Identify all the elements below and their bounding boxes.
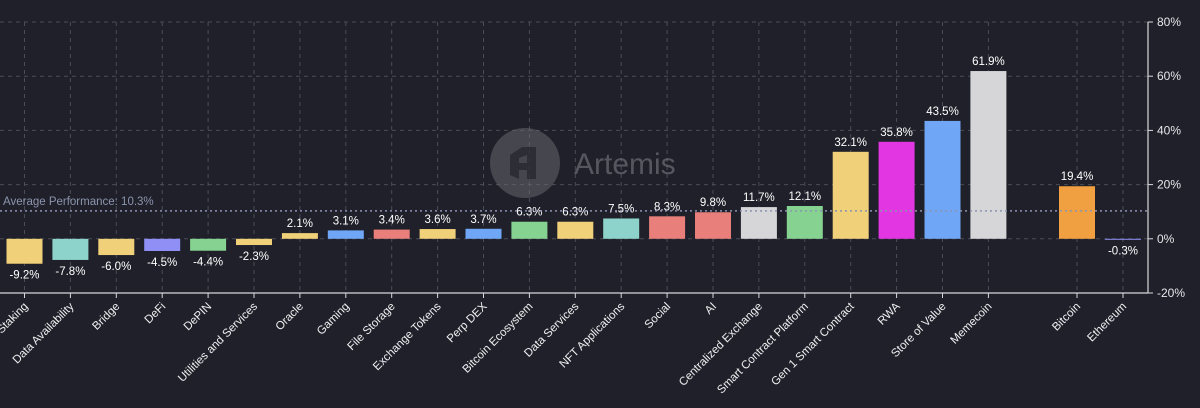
x-tick-label: Smart Contract Platform bbox=[715, 301, 811, 397]
data-label: -2.3% bbox=[239, 251, 269, 263]
bar bbox=[878, 141, 915, 239]
data-label: 19.4% bbox=[1061, 171, 1094, 183]
bar bbox=[98, 238, 135, 256]
data-label: -7.8% bbox=[55, 266, 85, 278]
data-label: 12.1% bbox=[788, 191, 821, 203]
data-label: -4.5% bbox=[147, 257, 177, 269]
data-label: 6.3% bbox=[562, 207, 588, 219]
bar bbox=[465, 228, 502, 239]
artemis-watermark: Artemis bbox=[490, 128, 676, 198]
x-tick-label: Gen 1 Smart Contract bbox=[769, 300, 857, 388]
data-label: -4.4% bbox=[193, 257, 223, 269]
x-tick-label: Gaming bbox=[315, 301, 352, 338]
data-label: 9.8% bbox=[700, 197, 726, 209]
x-tick-label: Utilities and Services bbox=[176, 300, 260, 384]
axes-layer: 80% 60% 40% 20% 0% -20% bbox=[0, 15, 1185, 300]
bar bbox=[924, 120, 961, 239]
bar bbox=[740, 207, 777, 239]
bar bbox=[1105, 238, 1141, 240]
x-tick-label: Perp DEX bbox=[445, 300, 490, 345]
average-performance-label: Average Performance: 10.3% bbox=[3, 196, 154, 208]
bar bbox=[649, 216, 686, 239]
bar bbox=[603, 218, 640, 239]
y-tick-label: 80% bbox=[1157, 15, 1181, 29]
bar bbox=[695, 212, 731, 239]
y-tick-label: -20% bbox=[1157, 286, 1185, 300]
bar bbox=[236, 238, 272, 246]
x-tick-label: AI bbox=[703, 301, 719, 317]
bar bbox=[511, 221, 548, 239]
x-tick-label: Staking bbox=[0, 301, 31, 337]
data-label: 6.3% bbox=[516, 207, 542, 219]
y-tick-label: 60% bbox=[1157, 69, 1181, 83]
bar bbox=[281, 233, 318, 239]
data-label: 35.8% bbox=[880, 127, 913, 139]
x-tick-label: DePIN bbox=[182, 301, 214, 333]
data-label: 3.6% bbox=[424, 214, 450, 226]
bar bbox=[190, 238, 227, 251]
bar bbox=[373, 229, 410, 239]
bar bbox=[832, 151, 869, 239]
watermark-text: Artemis bbox=[574, 148, 676, 181]
data-label: 32.1% bbox=[834, 137, 867, 149]
x-tick-label: Ethereum bbox=[1085, 301, 1129, 345]
bar bbox=[144, 238, 181, 251]
x-tick-label: Oracle bbox=[274, 301, 306, 333]
x-tick-label: Memecoin bbox=[949, 301, 995, 347]
x-tick-label: DeFi bbox=[143, 301, 169, 327]
data-labels-layer: -9.2% -7.8% -6.0% -4.5% -4.4% -2.3% 2.1% 3.1% 3.… bbox=[9, 56, 1138, 282]
data-label: 3.1% bbox=[333, 215, 359, 227]
x-tick-label: Bridge bbox=[90, 301, 122, 333]
data-label: 2.1% bbox=[287, 218, 313, 230]
data-label: 61.9% bbox=[972, 56, 1005, 68]
bar bbox=[557, 221, 594, 239]
artemis-logo-mark bbox=[510, 147, 536, 179]
bar bbox=[327, 230, 364, 239]
data-label: 7.5% bbox=[608, 203, 634, 215]
data-label: 43.5% bbox=[926, 106, 959, 118]
y-tick-label: 0% bbox=[1157, 232, 1175, 246]
x-tick-label: Social bbox=[643, 301, 674, 332]
data-label: -9.2% bbox=[9, 270, 39, 282]
data-label: -0.3% bbox=[1108, 246, 1138, 258]
bar bbox=[52, 238, 89, 260]
y-tick-label: 20% bbox=[1157, 178, 1181, 192]
data-label: 11.7% bbox=[743, 192, 775, 204]
data-label: 3.7% bbox=[470, 214, 496, 226]
bar bbox=[786, 206, 823, 239]
bar bbox=[419, 229, 456, 239]
data-label: 3.4% bbox=[379, 215, 405, 227]
x-tick-label: Bitcoin bbox=[1050, 301, 1083, 334]
x-tick-label: Centralized Exchange bbox=[677, 301, 765, 389]
bar bbox=[1059, 186, 1095, 239]
bar bbox=[6, 238, 43, 264]
x-tick-label: RWA bbox=[876, 300, 903, 327]
y-tick-label: 40% bbox=[1157, 123, 1181, 137]
data-label: -6.0% bbox=[101, 261, 131, 273]
bars-layer bbox=[6, 71, 1141, 264]
bar bbox=[970, 71, 1007, 239]
